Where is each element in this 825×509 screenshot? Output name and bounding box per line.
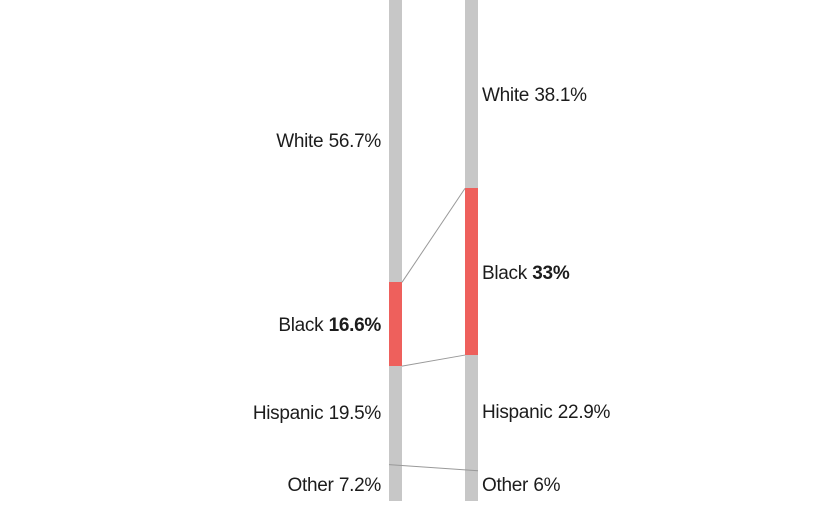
label-white-right: White 38.1% [482,86,587,105]
category-name: Black [482,263,527,284]
category-value: 38.1% [534,85,587,106]
bar-left-segment-hispanic [389,366,402,465]
connector-black-top [401,188,466,283]
category-name: Hispanic [482,402,553,423]
category-value: 56.7% [328,131,382,152]
bar-left-segment-black [389,282,402,367]
category-name: Other [287,475,334,496]
category-value: 7.2% [338,475,381,496]
category-name: Hispanic [252,403,324,424]
bar-right-segment-black [465,188,478,356]
label-hispanic-right: Hispanic 22.9% [482,403,610,422]
category-name: White [276,131,324,152]
category-value: 33% [532,263,570,284]
category-value: 16.6% [328,315,382,336]
category-value: 6% [533,475,561,496]
category-value: 22.9% [557,402,611,423]
label-other-right: Other 6% [482,475,561,496]
connector-hispanic-other [388,464,479,472]
category-value: 19.5% [328,403,382,424]
label-other-left: Other 7.2% [287,475,382,496]
label-hispanic-left: Hispanic 19.5% [253,404,381,423]
category-name: Other [482,475,529,496]
connector-black-bottom [401,354,466,367]
label-black-left: Black 16.6% [278,316,381,335]
bar-right-segment-other [465,470,478,501]
category-name: Black [278,315,324,336]
category-name: White [482,85,530,106]
label-white-left: White 56.7% [276,132,381,151]
bar-right-segment-white [465,0,478,189]
bar-right-segment-hispanic [465,355,478,471]
bar-left-segment-white [389,0,402,283]
bar-left-segment-other [389,464,402,501]
label-black-right: Black 33% [482,263,570,284]
